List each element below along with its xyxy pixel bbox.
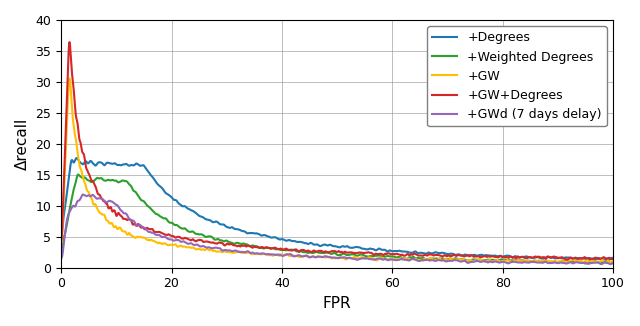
- +GWd (7 days delay): [154, 233, 161, 237]
- +GW+Degrees: [609, 257, 617, 261]
- +GW: [121, 230, 129, 233]
- +GWd (7 days delay): [607, 262, 614, 266]
- +Weighted Degrees: [582, 261, 589, 265]
- Line: +Degrees: +Degrees: [61, 158, 613, 260]
- Y-axis label: Δrecall: Δrecall: [15, 118, 30, 170]
- Line: +Weighted Degrees: +Weighted Degrees: [61, 174, 613, 263]
- +GW+Degrees: [563, 258, 571, 262]
- +GW+Degrees: [599, 256, 607, 260]
- +GW: [269, 254, 277, 258]
- +GW: [539, 259, 547, 262]
- +GW: [598, 258, 606, 262]
- +GWd (7 days delay): [609, 261, 617, 265]
- +Degrees: [609, 256, 617, 260]
- +GW+Degrees: [66, 40, 74, 44]
- +Weighted Degrees: [293, 249, 301, 253]
- Line: +GWd (7 days delay): +GWd (7 days delay): [61, 195, 613, 264]
- +Degrees: [293, 240, 301, 244]
- Line: +GW: +GW: [61, 79, 613, 262]
- Legend: +Degrees, +Weighted Degrees, +GW, +GW+Degrees, +GWd (7 days delay): +Degrees, +Weighted Degrees, +GW, +GW+De…: [428, 26, 607, 126]
- +GW: [66, 77, 74, 81]
- +GW+Degrees: [293, 248, 301, 252]
- +GW+Degrees: [539, 255, 547, 259]
- +GW: [154, 241, 161, 245]
- +Degrees: [121, 162, 129, 166]
- +GWd (7 days delay): [121, 212, 129, 215]
- +Degrees: [539, 257, 547, 261]
- +GWd (7 days delay): [269, 252, 277, 256]
- X-axis label: FPR: FPR: [323, 296, 351, 311]
- +Weighted Degrees: [609, 261, 617, 265]
- +GW: [293, 254, 301, 258]
- +Degrees: [269, 235, 277, 239]
- +Degrees: [604, 259, 611, 262]
- +GW+Degrees: [154, 230, 161, 234]
- +Weighted Degrees: [539, 259, 547, 263]
- +GW: [58, 240, 65, 244]
- +GWd (7 days delay): [293, 254, 301, 258]
- +GWd (7 days delay): [598, 262, 606, 266]
- +Weighted Degrees: [74, 172, 82, 176]
- +Degrees: [58, 234, 65, 238]
- +Degrees: [73, 156, 81, 160]
- +Weighted Degrees: [58, 254, 65, 258]
- +Degrees: [154, 182, 161, 186]
- +Weighted Degrees: [154, 212, 161, 216]
- +GW+Degrees: [269, 246, 277, 250]
- +GW+Degrees: [58, 238, 65, 242]
- +GWd (7 days delay): [79, 193, 87, 197]
- +Weighted Degrees: [599, 260, 607, 264]
- +GW: [609, 260, 617, 264]
- +GWd (7 days delay): [539, 261, 547, 265]
- +Weighted Degrees: [269, 246, 277, 250]
- +Weighted Degrees: [121, 179, 129, 183]
- +GWd (7 days delay): [58, 256, 65, 260]
- Line: +GW+Degrees: +GW+Degrees: [61, 42, 613, 260]
- +GW+Degrees: [121, 217, 129, 221]
- +Degrees: [598, 257, 606, 261]
- +GW: [602, 260, 609, 264]
